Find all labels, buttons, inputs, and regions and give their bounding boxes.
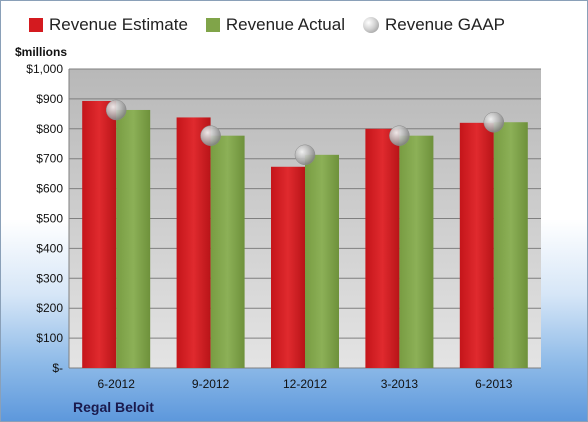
bar-revenue-actual <box>210 135 245 368</box>
bar-revenue-actual <box>399 135 434 368</box>
y-tick-label: $800 <box>36 122 63 136</box>
legend-item-gaap: Revenue GAAP <box>363 15 505 35</box>
y-tick-label: $500 <box>36 212 63 226</box>
legend-swatch-actual <box>205 18 220 32</box>
bar-revenue-estimate <box>365 128 400 368</box>
x-tick-label: 3-2013 <box>381 377 419 391</box>
x-tick-label: 6-2012 <box>98 377 136 391</box>
bar-revenue-estimate <box>271 166 305 368</box>
legend-swatch-estimate <box>29 18 43 32</box>
y-tick-label: $- <box>52 361 63 375</box>
x-tick-label: 12-2012 <box>283 377 327 391</box>
legend-item-estimate: Revenue Estimate <box>29 15 188 35</box>
bar-revenue-actual <box>305 154 339 368</box>
x-tick-label: 9-2012 <box>192 377 230 391</box>
marker-revenue-gaap <box>389 125 410 146</box>
y-tick-label: $600 <box>36 182 63 196</box>
legend-swatch-gaap <box>363 17 379 33</box>
y-axis-label: $millions <box>15 45 68 59</box>
bar-revenue-estimate <box>176 117 211 368</box>
y-tick-label: $700 <box>36 152 63 166</box>
legend: Revenue Estimate Revenue Actual Revenue … <box>29 15 505 35</box>
y-tick-label: $200 <box>36 301 63 315</box>
bar-revenue-estimate <box>459 122 494 368</box>
y-tick-label: $900 <box>36 92 63 106</box>
marker-revenue-gaap <box>294 144 316 166</box>
legend-label-actual: Revenue Actual <box>225 15 345 34</box>
y-tick-label: $400 <box>36 241 63 255</box>
bar-revenue-actual <box>493 122 528 368</box>
x-tick-label: 6-2013 <box>475 377 513 391</box>
y-tick-label: $300 <box>36 271 63 285</box>
legend-label-estimate: Revenue Estimate <box>49 15 188 34</box>
bar-revenue-estimate <box>82 100 117 369</box>
marker-revenue-gaap <box>105 99 127 121</box>
company-name: Regal Beloit <box>73 399 154 415</box>
bar-revenue-actual <box>116 109 151 368</box>
legend-label-gaap: Revenue GAAP <box>385 15 506 34</box>
legend-item-actual: Revenue Actual <box>205 15 345 35</box>
y-tick-label: $100 <box>36 331 63 345</box>
y-tick-label: $1,000 <box>26 62 63 76</box>
marker-revenue-gaap <box>483 111 505 133</box>
marker-revenue-gaap <box>200 125 221 146</box>
